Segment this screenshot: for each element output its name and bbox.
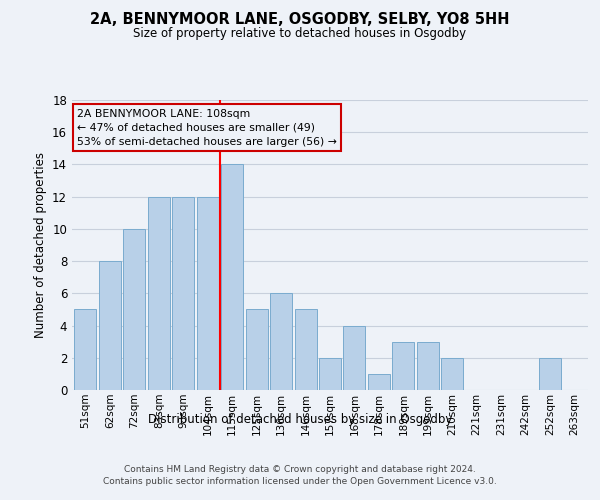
Bar <box>295 310 317 390</box>
Text: Contains HM Land Registry data © Crown copyright and database right 2024.
Contai: Contains HM Land Registry data © Crown c… <box>103 465 497 486</box>
Bar <box>368 374 390 390</box>
Text: 2A, BENNYMOOR LANE, OSGODBY, SELBY, YO8 5HH: 2A, BENNYMOOR LANE, OSGODBY, SELBY, YO8 … <box>90 12 510 28</box>
Bar <box>539 358 561 390</box>
Bar <box>74 310 97 390</box>
Bar <box>319 358 341 390</box>
Bar <box>99 261 121 390</box>
Bar <box>270 294 292 390</box>
Bar <box>148 196 170 390</box>
Bar <box>392 342 415 390</box>
Bar <box>197 196 219 390</box>
Text: Size of property relative to detached houses in Osgodby: Size of property relative to detached ho… <box>133 28 467 40</box>
Bar <box>124 229 145 390</box>
Y-axis label: Number of detached properties: Number of detached properties <box>34 152 47 338</box>
Bar <box>172 196 194 390</box>
Bar <box>417 342 439 390</box>
Bar <box>245 310 268 390</box>
Bar <box>441 358 463 390</box>
Bar <box>221 164 243 390</box>
Text: 2A BENNYMOOR LANE: 108sqm
← 47% of detached houses are smaller (49)
53% of semi-: 2A BENNYMOOR LANE: 108sqm ← 47% of detac… <box>77 108 337 146</box>
Text: Distribution of detached houses by size in Osgodby: Distribution of detached houses by size … <box>148 412 452 426</box>
Bar <box>343 326 365 390</box>
